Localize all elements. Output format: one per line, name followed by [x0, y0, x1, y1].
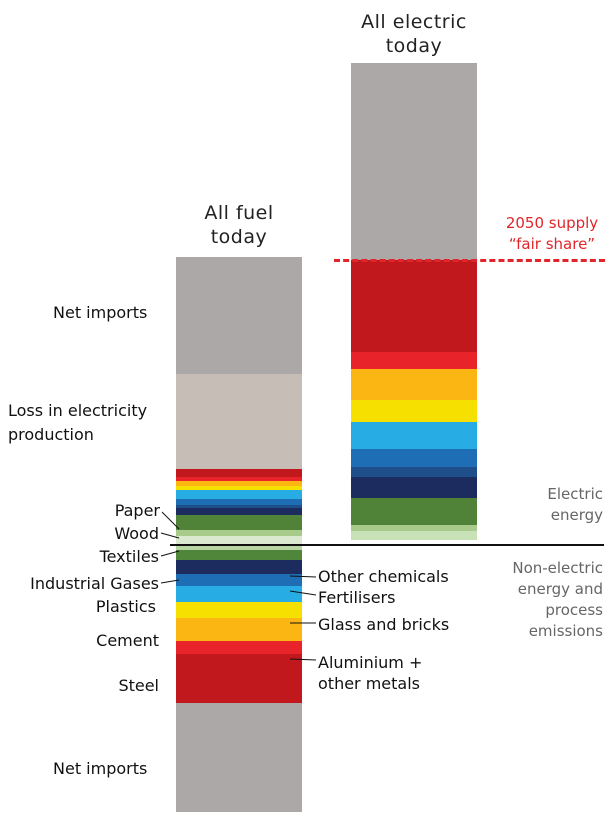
column-title-line: All fuel [204, 202, 274, 224]
column-title-all-electric: All electric today [351, 10, 477, 58]
bar-segment-0-6 [176, 490, 302, 499]
bar-segment-0-12 [176, 530, 302, 536]
note-line: energy [550, 506, 603, 524]
non-electric-note: Non-electric energy and process emission… [470, 558, 603, 642]
bar-segment-0-7 [176, 499, 302, 505]
leader-aluminium [289, 658, 317, 661]
label-industrial-gases: Industrial Gases [30, 574, 159, 593]
fair-share-line-2: “fair share” [508, 235, 596, 253]
bar-segment-0-0 [176, 257, 302, 374]
note-line: energy and [517, 580, 603, 598]
label-textiles: Textiles [99, 547, 159, 566]
bar-segment-1-3 [351, 369, 477, 400]
note-line: process [545, 601, 603, 619]
bar-segment-1-6 [351, 449, 477, 467]
bar-segment-0-11 [176, 517, 302, 530]
column-title-line: today [210, 226, 268, 248]
bar-segment-0-3 [176, 477, 302, 481]
bar-segment-0-2 [176, 469, 302, 477]
bar-segment-0-17 [176, 574, 302, 586]
label-glass-and-bricks: Glass and bricks [318, 615, 450, 634]
fair-share-note: 2050 supply “fair share” [498, 213, 605, 255]
bar-segment-0-15 [176, 550, 302, 560]
bar-segment-0-16 [176, 560, 302, 574]
label-net-imports-bottom: Net imports [53, 759, 148, 778]
label-net-imports-top: Net imports [53, 303, 148, 322]
bar-segment-0-9 [176, 508, 302, 515]
leader-wood [160, 532, 180, 539]
note-line: Electric [547, 485, 603, 503]
bar-segment-1-5 [351, 422, 477, 449]
leader-fertilisers [289, 590, 317, 596]
bar-segment-0-23 [176, 703, 302, 812]
leader-paper [161, 511, 180, 530]
bar-segment-0-8 [176, 505, 302, 508]
label-paper: Paper [114, 501, 160, 520]
label-line: other metals [318, 674, 420, 693]
label-line: Aluminium + [318, 653, 423, 672]
bar-segment-0-14 [176, 545, 302, 550]
leader-industrial-gases [160, 579, 180, 584]
note-line: Non-electric [512, 559, 603, 577]
bar-segment-0-1 [176, 374, 302, 469]
bar-segment-1-1 [351, 260, 477, 352]
bar-segment-0-21 [176, 641, 302, 654]
electric-divider-line [170, 544, 604, 546]
bar-segment-0-22 [176, 654, 302, 703]
bar-segment-0-19 [176, 602, 302, 618]
label-aluminium: Aluminium + other metals [318, 652, 422, 694]
bar-segment-0-4 [176, 481, 302, 486]
bar-segment-1-7 [351, 467, 477, 477]
label-loss-in-electricity: Loss in electricity production [8, 399, 147, 447]
bar-segment-1-8 [351, 477, 477, 498]
label-line: Loss in electricity [8, 401, 148, 420]
bar-segment-1-2 [351, 352, 477, 369]
bar-segment-0-5 [176, 486, 302, 490]
bar-segment-0-18 [176, 586, 302, 602]
note-line: emissions [528, 622, 603, 640]
bar-segment-1-4 [351, 400, 477, 422]
label-plastics: Plastics [95, 597, 156, 616]
bar-segment-0-20 [176, 618, 302, 641]
column-title-line: today [385, 35, 443, 57]
column-title-line: All electric [361, 11, 467, 33]
label-cement: Cement [96, 631, 159, 650]
fair-share-line [334, 259, 605, 262]
label-other-chemicals: Other chemicals [318, 567, 449, 586]
leader-other-chemicals [289, 575, 317, 578]
fair-share-line-1: 2050 supply [505, 214, 599, 232]
label-line: production [8, 425, 94, 444]
column-title-all-fuel: All fuel today [176, 201, 302, 249]
label-fertilisers: Fertilisers [318, 588, 396, 607]
bar-segment-1-0 [351, 63, 477, 260]
bar-segment-1-11 [351, 531, 477, 540]
leader-textiles [160, 550, 180, 557]
label-steel: Steel [118, 676, 159, 695]
bar-segment-0-13 [176, 536, 302, 545]
bar-segment-0-10 [176, 515, 302, 517]
bar-segment-1-10 [351, 525, 477, 531]
electric-energy-note: Electric energy [480, 484, 603, 526]
label-wood: Wood [114, 524, 159, 543]
bar-segment-1-9 [351, 498, 477, 525]
